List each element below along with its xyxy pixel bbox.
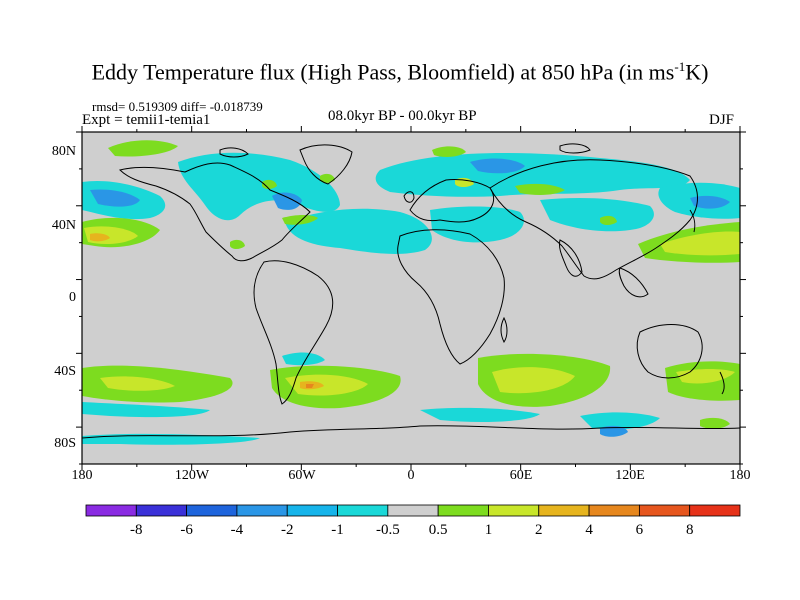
- contour-cyan-med: [430, 206, 524, 243]
- coast-africa: [397, 229, 505, 365]
- colorbar-box: [588, 504, 640, 517]
- colorbar-box: [538, 504, 590, 517]
- coast-europe: [409, 179, 494, 223]
- contour-yellow-sind: [492, 367, 575, 394]
- contour-orange-npac: [90, 233, 110, 242]
- colorbar-box: [437, 504, 489, 517]
- contour-cyan-sind2: [580, 412, 660, 430]
- contour-green-ind: [600, 215, 617, 225]
- colorbar-label: 6: [635, 522, 644, 538]
- contour-blue-eur: [470, 158, 525, 174]
- contour-yellow-spac: [100, 376, 175, 391]
- colorbar-box: [337, 504, 389, 517]
- coast-uk: [403, 191, 415, 203]
- coast-antarctica: [82, 425, 740, 439]
- colorbar-box: [638, 504, 691, 517]
- contour-cyan-spac: [82, 402, 210, 418]
- contour-blue-wpac: [690, 195, 730, 209]
- contour-green-ca: [230, 239, 245, 249]
- coast-japan: [689, 209, 696, 233]
- contour-green-med: [455, 177, 474, 187]
- colorbar-box: [286, 504, 338, 517]
- coast-nz: [719, 371, 725, 395]
- contour-red-satl: [306, 384, 314, 388]
- stats-text: rmsd= 0.519309 diff= -0.018739: [92, 99, 263, 114]
- contour-green-arctic2: [432, 146, 466, 157]
- colorbar-box: [236, 504, 288, 517]
- contour-green-arctic1: [108, 140, 178, 157]
- contour-green-nat2: [320, 173, 335, 183]
- coast-asia: [489, 159, 698, 280]
- contour-green-natl: [282, 215, 318, 225]
- coast-madagascar: [500, 316, 508, 343]
- colorbar-label: -6: [180, 522, 193, 538]
- lat-label-40n: 40N: [51, 218, 76, 233]
- colorbar-label: 0.5: [428, 522, 448, 538]
- contour-green-eurasia: [515, 183, 565, 195]
- contour-cyan-satl: [282, 352, 325, 366]
- coast-greenland: [299, 144, 353, 185]
- contour-cyan-asia: [540, 198, 654, 232]
- lon-label-120w: 120W: [174, 468, 210, 483]
- lon-label-180w: 180: [71, 468, 93, 483]
- contour-green-ant: [700, 417, 730, 429]
- colorbar-box: [488, 504, 540, 517]
- map-title: Eddy Temperature flux (High Pass, Bloomf…: [91, 59, 709, 85]
- colorbar-label: -1: [331, 522, 344, 538]
- lat-label-80s: 80S: [54, 436, 76, 451]
- contour-cyan-sind: [420, 407, 540, 422]
- coast-australia: [636, 324, 703, 379]
- season-label: DJF: [709, 112, 735, 128]
- colorbar-label: -4: [230, 522, 244, 538]
- lat-label-0: 0: [69, 290, 76, 305]
- colorbar-box: [135, 504, 188, 517]
- period-label: 08.0kyr BP - 00.0kyr BP: [328, 108, 477, 124]
- axis-ticks: [76, 126, 746, 470]
- contour-blue-npac: [90, 189, 140, 207]
- coast-arctic-islands: [219, 143, 591, 158]
- contour-yellow-satl: [285, 374, 368, 396]
- colorbar-box: [85, 504, 137, 517]
- colorbar-label: 4: [585, 522, 593, 538]
- colorbar-label: 1: [484, 522, 493, 538]
- colorbar-label: 8: [685, 522, 694, 538]
- experiment-label: Expt = temii1-temia1: [82, 112, 211, 128]
- colorbar-label: -8: [130, 522, 143, 538]
- lon-label-60w: 60W: [288, 468, 316, 483]
- colorbar-label: 2: [535, 522, 543, 538]
- lon-label-120e: 120E: [615, 468, 645, 483]
- contour-cyan-eurasia: [375, 153, 690, 197]
- lon-label-180e: 180: [729, 468, 751, 483]
- contour-cyan-ant: [82, 433, 260, 445]
- coast-se-asia: [618, 267, 649, 298]
- contour-cyan-sp2: [600, 425, 628, 437]
- colorbar-box: [387, 504, 439, 517]
- colorbar-box: [689, 504, 741, 517]
- coast-south-america: [253, 260, 334, 405]
- contour-green-hudson: [262, 179, 277, 189]
- lat-label-40s: 40S: [54, 364, 76, 379]
- colorbar-label: -0.5: [375, 522, 400, 538]
- contour-blue-lab: [272, 192, 302, 210]
- lon-label-0: 0: [407, 468, 415, 483]
- colorbar: [85, 504, 741, 517]
- lat-label-80n: 80N: [51, 144, 76, 159]
- lon-label-60e: 60E: [509, 468, 533, 483]
- contour-cyan-natl2: [285, 208, 432, 254]
- coastlines: [82, 143, 740, 439]
- contour-yellow-wpac: [660, 231, 740, 256]
- colorbar-label: -2: [280, 522, 294, 538]
- colorbar-box: [186, 504, 238, 517]
- coast-india: [559, 239, 583, 277]
- coast-north-america: [119, 162, 311, 262]
